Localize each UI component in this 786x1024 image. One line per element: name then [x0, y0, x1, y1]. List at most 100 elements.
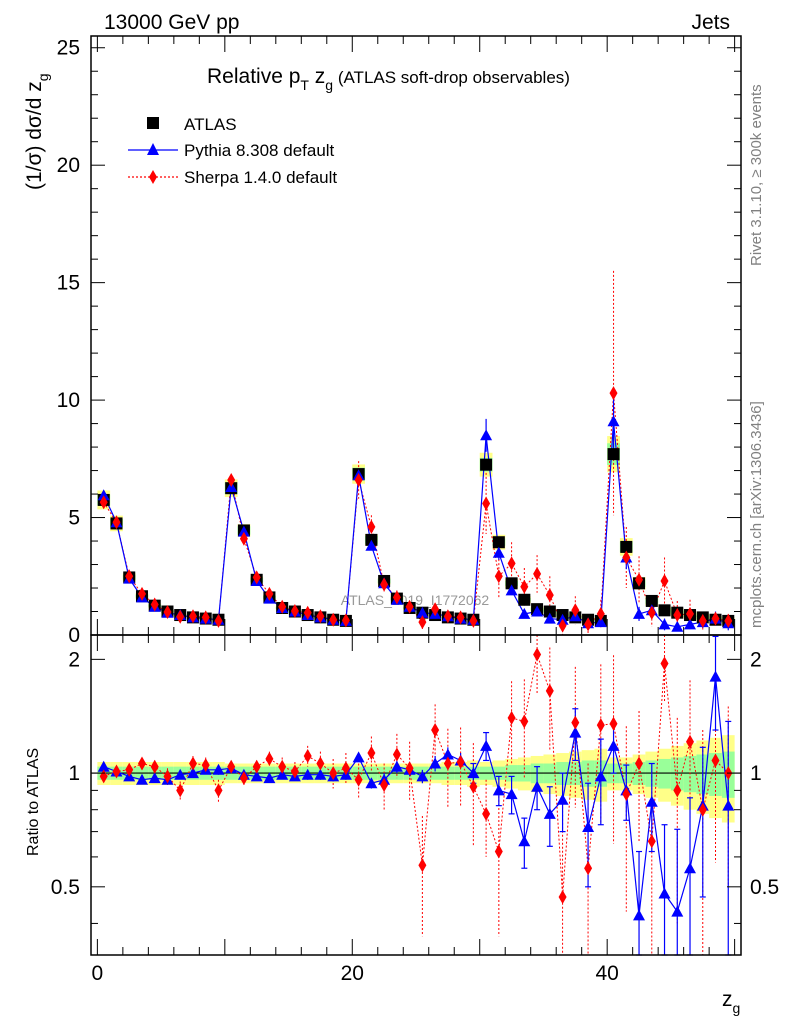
rivet-label: Rivet 3.1.10, ≥ 300k events: [748, 84, 765, 266]
ratio-sherpa-point: [252, 759, 261, 774]
atlas-point: [607, 448, 620, 461]
sherpa-point: [150, 597, 159, 612]
main-y-tick-label: 0: [68, 624, 80, 647]
sherpa-point: [698, 613, 707, 628]
ratio-pythia-point: [97, 760, 110, 772]
ratio-sherpa-point: [418, 858, 427, 873]
y-axis-label: (1/σ) dσ/d zg: [23, 73, 51, 190]
atlas-point: [658, 604, 671, 617]
legend-pythia-marker: [147, 143, 159, 155]
pythia-point: [97, 489, 110, 501]
main-y-tick-label: 20: [57, 154, 80, 177]
ratio-pythia-point: [582, 821, 595, 832]
ratio-sherpa-point: [571, 715, 580, 730]
sherpa-point: [201, 610, 210, 625]
sherpa-point: [456, 610, 465, 625]
sherpa-point: [405, 599, 414, 614]
atlas-point: [620, 540, 633, 553]
ratio-y-tick-label-right: 2: [750, 648, 762, 671]
ratio-pythia-point: [531, 780, 544, 792]
legend-sherpa-label: Sherpa 1.4.0 default: [184, 168, 337, 187]
sherpa-point: [609, 386, 618, 401]
ratio-sherpa-point: [112, 764, 121, 779]
ratio-sherpa-point: [227, 759, 236, 774]
ratio-sherpa-point: [635, 756, 643, 771]
ratio-sherpa-point: [469, 779, 478, 794]
ratio-pythia-point: [722, 799, 735, 811]
ratio-pythia-point: [518, 835, 531, 847]
ratio-sherpa-point: [584, 861, 593, 876]
sherpa-point: [686, 606, 694, 621]
sherpa-point: [482, 496, 491, 511]
sherpa-point: [533, 566, 542, 581]
sherpa-point: [494, 569, 503, 584]
ratio-pythia-point: [684, 862, 696, 874]
main-y-tick-label: 15: [57, 272, 80, 295]
ratio-pythia-point: [263, 772, 276, 784]
ratio-sherpa-point: [341, 761, 350, 776]
pythia-point: [480, 429, 493, 441]
ratio-sherpa-point: [176, 783, 185, 798]
sherpa-point: [189, 609, 197, 624]
ratio-pythia-point: [276, 768, 289, 780]
sherpa-point: [290, 604, 299, 618]
ratio-sherpa-point: [673, 783, 682, 798]
x-tick-label: 40: [595, 962, 618, 985]
x-axis-label: zg: [722, 988, 740, 1016]
watermark: ATLAS_2019_I1772062: [341, 592, 490, 608]
sherpa-point: [239, 531, 248, 546]
ratio-pythia-point: [187, 767, 199, 779]
ratio-pythia-point: [594, 770, 607, 782]
legend-atlas-marker: [147, 117, 159, 129]
ratio-sherpa-point: [596, 718, 605, 733]
ratio-sherpa-point: [443, 756, 452, 771]
ratio-pythia-point: [352, 751, 365, 763]
sherpa-point: [303, 605, 312, 620]
ratio-pythia-point: [212, 763, 225, 775]
sherpa-point: [265, 586, 274, 601]
ratio-y-tick-label: 1: [68, 762, 80, 785]
ratio-pythia-point: [314, 768, 327, 780]
sherpa-point: [622, 550, 631, 565]
ratio-band-inner: [658, 758, 671, 789]
ratio-sherpa-point: [456, 755, 465, 769]
ratio-y-tick-label: 2: [68, 648, 80, 671]
ratio-sherpa-point: [367, 746, 376, 760]
sherpa-point: [507, 556, 516, 571]
ratio-sherpa-point: [711, 753, 720, 768]
ratio-pythia-point: [301, 768, 314, 780]
header-left: 13000 GeV pp: [104, 11, 239, 34]
ratio-sherpa-point: [392, 747, 401, 762]
sherpa-point: [545, 588, 554, 603]
sherpa-point: [571, 603, 580, 618]
sherpa-point: [278, 599, 287, 614]
pythia-point: [505, 584, 518, 596]
sherpa-point: [329, 612, 338, 627]
atlas-point: [543, 605, 556, 618]
atlas-point: [518, 593, 531, 606]
ratio-sherpa-point: [647, 834, 656, 849]
ratio-sherpa-point: [660, 656, 669, 671]
sherpa-point: [367, 519, 376, 534]
ratio-sherpa-point: [316, 756, 325, 771]
main-y-tick-label: 5: [68, 507, 80, 530]
ratio-sherpa-point: [354, 772, 363, 787]
ratio-sherpa-point: [431, 723, 440, 737]
sherpa-point: [469, 613, 478, 628]
sherpa-point: [125, 569, 134, 584]
ratio-sherpa-point: [329, 766, 338, 781]
pythia-point: [543, 612, 556, 624]
ratio-pythia-point: [492, 784, 505, 796]
sherpa-point: [711, 611, 720, 626]
ratio-sherpa-point: [239, 771, 248, 786]
pythia-point: [492, 546, 505, 558]
ratio-sherpa-point: [686, 734, 694, 749]
atlas-point: [492, 536, 505, 549]
sherpa-point: [112, 515, 121, 530]
pythia-point: [607, 415, 620, 427]
pythia-point: [518, 607, 531, 619]
ratio-pythia-point: [633, 909, 645, 921]
sherpa-point: [431, 602, 440, 617]
sherpa-point: [647, 605, 656, 620]
sherpa-point: [520, 579, 529, 594]
